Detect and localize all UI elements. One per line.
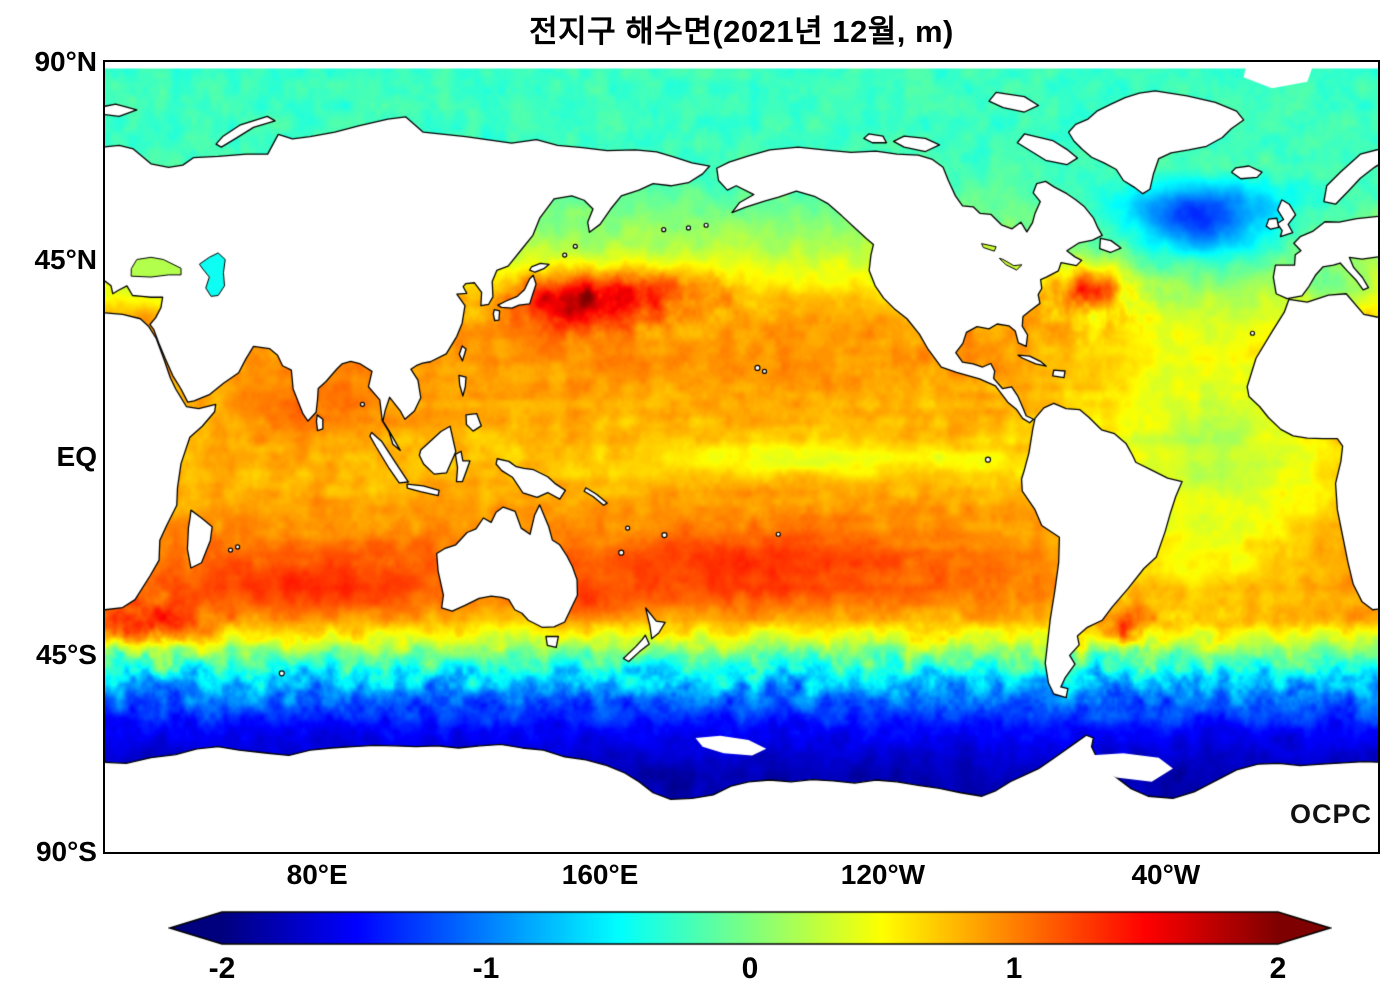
ocpc-logo: OCPC [1290, 799, 1373, 829]
sea-level-map-canvas [105, 62, 1378, 852]
y-tick-label: 90°N [34, 46, 97, 77]
colorbar-tick-label: -1 [472, 952, 500, 985]
x-tick-label: 40°W [1131, 859, 1201, 890]
colorbar-tick-label: -2 [208, 952, 236, 985]
colorbar-tick-label: 0 [741, 952, 759, 985]
x-tick-label: 160°E [561, 859, 639, 890]
y-tick-label: 45°N [34, 243, 97, 275]
x-tick-label: 80°E [286, 859, 348, 890]
colorbar [168, 910, 1332, 946]
x-tick-label: 120°W [840, 859, 926, 890]
colorbar-canvas [168, 910, 1332, 946]
map-frame [103, 60, 1380, 854]
chart-title: 전지구 해수면(2021년 12월, m) [529, 14, 954, 49]
y-tick-label: 90°S [35, 836, 97, 867]
colorbar-tick-label: 1 [1005, 952, 1023, 985]
colorbar-tick-label: 2 [1269, 952, 1287, 985]
y-tick-label: 45°S [35, 638, 97, 670]
y-tick-label: EQ [56, 441, 97, 472]
